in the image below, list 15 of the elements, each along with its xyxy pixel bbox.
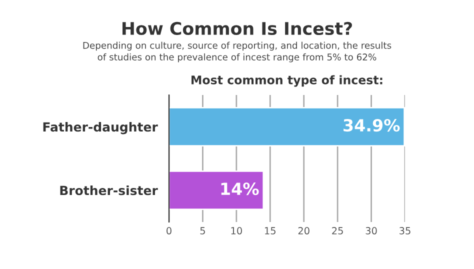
- x-tick-label: 0: [166, 227, 172, 234]
- y-tick-label: Brother-sister: [60, 186, 158, 196]
- x-tick-label: 35: [400, 227, 410, 234]
- data-label: 14%: [221, 182, 259, 196]
- x-tick-label: 5: [200, 227, 205, 234]
- x-tick-label: 30: [366, 227, 377, 234]
- text: Most common type of incest:: [192, 75, 382, 87]
- x-tick-label: 15: [265, 227, 276, 234]
- x-tick-label: 10: [231, 227, 242, 234]
- chart-title: How Common Is Incest?: [122, 22, 352, 36]
- y-tick-label: Father-daughter: [43, 122, 158, 134]
- x-tick-label: 25: [332, 227, 343, 234]
- chart-subtitle: Depending on culture, source of reporting, and location, the results of studies on the prevalence of incest range from 5% to 62%: [83, 42, 392, 62]
- x-tick-label: 20: [298, 227, 310, 234]
- data-label: 34.9%: [344, 118, 400, 132]
